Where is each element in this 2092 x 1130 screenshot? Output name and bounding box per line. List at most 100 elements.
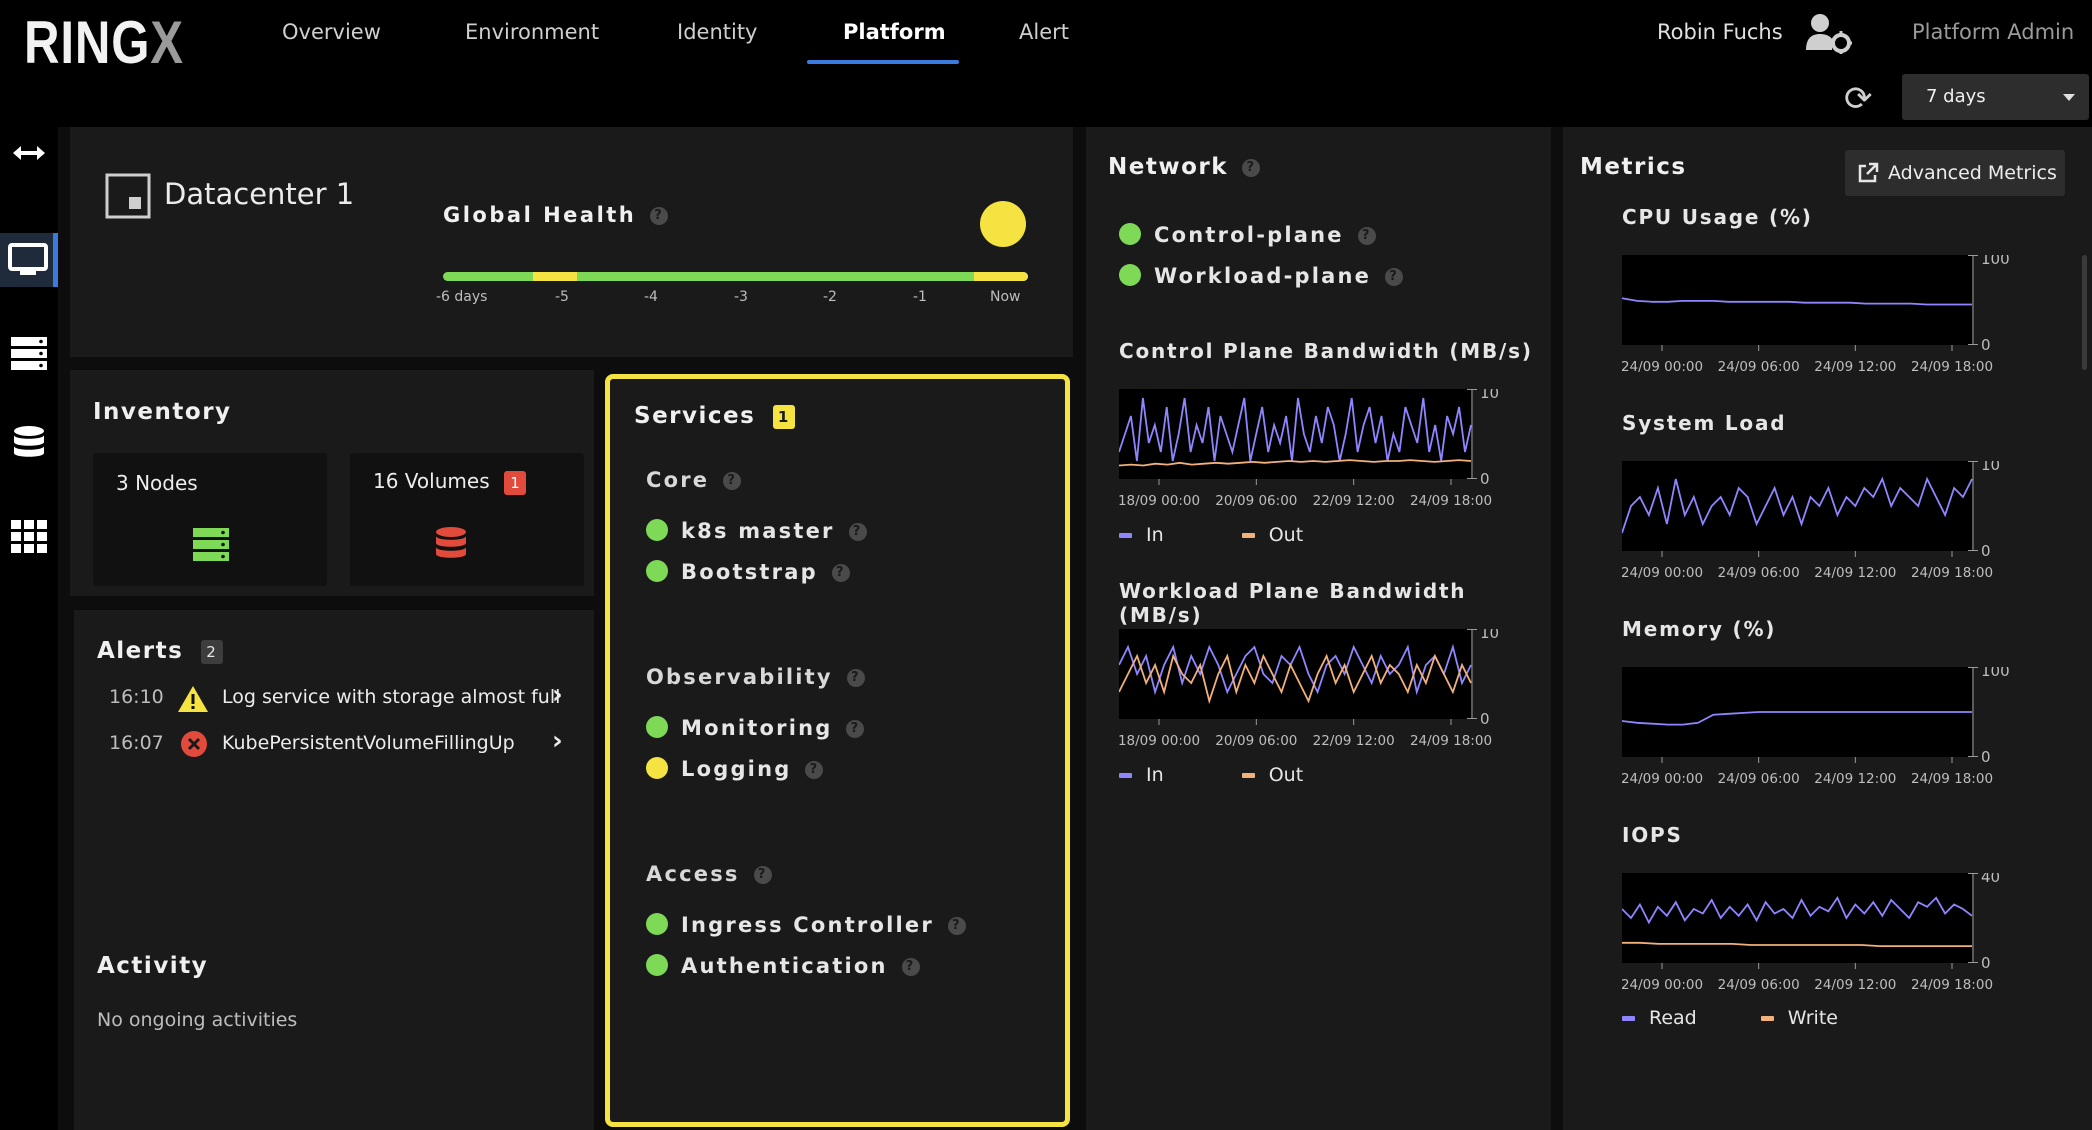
alert-row[interactable]: 16:07 KubePersistentVolumeFillingUp › (74, 724, 594, 766)
database-icon (436, 527, 466, 558)
help-icon: ? (1357, 227, 1376, 245)
alerts-activity-panel: Alerts 2 16:10 Log service with storage … (74, 610, 594, 1130)
health-timeline-warning-segment (974, 272, 1028, 281)
tab-platform[interactable]: Platform (843, 20, 946, 44)
scrollbar[interactable] (2082, 255, 2087, 370)
legend-item-read: Read (1622, 1007, 1697, 1029)
sidebar-item-expand[interactable] (0, 127, 58, 183)
help-icon: ? (846, 720, 865, 738)
status-dot-warning (646, 757, 668, 779)
timeline-tick: -3 (734, 289, 748, 305)
time-range-select[interactable]: 7 days (1902, 74, 2089, 120)
warning-icon (178, 686, 208, 712)
tab-identity[interactable]: Identity (677, 20, 758, 44)
help-icon: ? (901, 958, 920, 976)
network-workload-plane[interactable]: Workload-plane? (1154, 264, 1404, 288)
nodes-card[interactable]: 3 Nodes (93, 453, 327, 586)
network-title: Network? (1108, 154, 1261, 180)
y-tick-label: 0 (1981, 336, 1991, 354)
series-line (1622, 941, 1972, 947)
service-logging[interactable]: Logging? (681, 757, 824, 781)
datacenter-icon (105, 173, 151, 219)
timeline-tick: -5 (555, 289, 569, 305)
chart-title: IOPS (1622, 823, 1683, 847)
x-tick-label: 24/09 18:00 (1410, 733, 1492, 747)
alert-row[interactable]: 16:10 Log service with storage almost fu… (74, 678, 594, 720)
network-panel: Network? Control-plane? Workload-plane? … (1086, 127, 1551, 1130)
control-plane-bandwidth-chart[interactable]: 10 0 18/09 00:00 20/09 06:00 22/09 12:00 24/0… (1119, 389, 1519, 507)
iops-chart[interactable]: 40 0 24/09 00:00 24/09 06:00 24/09 12:00 24/0… (1622, 873, 2042, 991)
sidebar-item-monitor[interactable] (0, 233, 58, 287)
expand-arrows-icon (13, 146, 45, 160)
x-tick-label: 24/09 00:00 (1622, 771, 1703, 785)
refresh-icon[interactable]: ⟳ (1844, 79, 1873, 119)
datacenter-name: Datacenter 1 (164, 177, 355, 211)
timeline-tick: Now (990, 289, 1021, 305)
network-control-plane[interactable]: Control-plane? (1154, 223, 1376, 247)
inventory-title: Inventory (93, 399, 232, 425)
chevron-right-icon[interactable]: › (552, 726, 563, 756)
timeline-tick: -2 (823, 289, 837, 305)
chevron-right-icon[interactable]: › (552, 680, 563, 710)
user-gear-icon[interactable] (1804, 12, 1852, 54)
volumes-alert-badge: 1 (503, 470, 526, 495)
sidebar-item-servers[interactable] (0, 327, 58, 383)
sidebar-item-storage[interactable] (0, 417, 58, 473)
user-role: Platform Admin (1912, 20, 2075, 44)
status-dot-healthy (646, 954, 668, 976)
ringx-logo[interactable]: RINGX (24, 9, 184, 76)
help-icon: ? (846, 669, 865, 687)
service-k8s-master[interactable]: k8s master? (681, 519, 867, 543)
x-tick-label: 22/09 12:00 (1313, 733, 1395, 747)
system-load-chart[interactable]: 10 0 24/09 00:00 24/09 06:00 24/09 12:00 24/0… (1622, 461, 2042, 579)
datacenter-panel: Datacenter 1 Global Health? -6 days -5 -… (70, 127, 1073, 357)
plot-area (1622, 873, 1972, 963)
critical-error-icon (181, 731, 207, 757)
x-tick-label: 24/09 18:00 (1410, 493, 1492, 507)
x-tick-label: 24/09 06:00 (1718, 977, 1800, 991)
x-tick-label: 24/09 00:00 (1622, 565, 1703, 579)
chart-title: System Load (1622, 411, 1787, 435)
activity-empty-text: No ongoing activities (97, 1009, 298, 1031)
workload-plane-bandwidth-chart[interactable]: 10 0 18/09 00:00 20/09 06:00 22/09 12:00 24/0… (1119, 629, 1519, 747)
service-bootstrap[interactable]: Bootstrap? (681, 560, 850, 584)
timeline-tick: -4 (644, 289, 658, 305)
sidebar (0, 127, 58, 1130)
series-line (1622, 895, 1973, 925)
status-dot-healthy (1119, 264, 1141, 286)
series-line (1622, 711, 1972, 726)
advanced-metrics-button[interactable]: Advanced Metrics (1845, 150, 2065, 196)
legend-item-write: Write (1760, 1007, 1838, 1029)
active-tab-indicator (807, 60, 959, 64)
alerts-title: Alerts 2 (97, 638, 223, 664)
x-tick-label: 24/09 12:00 (1814, 565, 1896, 579)
cpu-usage-chart[interactable]: 100 0 24/09 00:00 24/09 06:00 24/09 12:00 24/… (1622, 255, 2042, 373)
series-line (1119, 397, 1472, 462)
service-authentication[interactable]: Authentication? (681, 954, 920, 978)
alert-text: KubePersistentVolumeFillingUp (222, 732, 515, 754)
memory-chart[interactable]: 100 0 24/09 00:00 24/09 06:00 24/09 12:00 24/… (1622, 667, 2042, 785)
service-group-core: Core? (646, 468, 742, 492)
chart-title: Memory (%) (1622, 617, 1777, 641)
tab-overview[interactable]: Overview (282, 20, 381, 44)
chart-title: Workload Plane Bandwidth (MB/s) (1119, 579, 1467, 627)
x-tick-label: 22/09 12:00 (1313, 493, 1395, 507)
user-name[interactable]: Robin Fuchs (1657, 20, 1783, 44)
health-timeline-bar[interactable] (443, 272, 1028, 281)
y-tick-label: 0 (1981, 954, 1991, 972)
service-monitoring[interactable]: Monitoring? (681, 716, 865, 740)
volumes-card[interactable]: 16 Volumes 1 (350, 453, 584, 586)
tab-alert[interactable]: Alert (1019, 20, 1069, 44)
series-line (1622, 297, 1972, 306)
chevron-down-icon (2063, 94, 2075, 101)
series-line (1119, 653, 1472, 705)
tab-environment[interactable]: Environment (465, 20, 600, 44)
chart-legend: In Out (1119, 764, 1303, 786)
top-navigation-bar: RINGX Overview Environment Identity Plat… (0, 0, 2092, 127)
series-line (1119, 459, 1472, 467)
x-tick-label: 18/09 00:00 (1119, 733, 1200, 747)
sidebar-item-apps[interactable] (0, 510, 58, 566)
y-tick-label: 0 (1981, 542, 1991, 560)
service-ingress-controller[interactable]: Ingress Controller? (681, 913, 966, 937)
x-tick-label: 24/09 18:00 (1911, 771, 1993, 785)
